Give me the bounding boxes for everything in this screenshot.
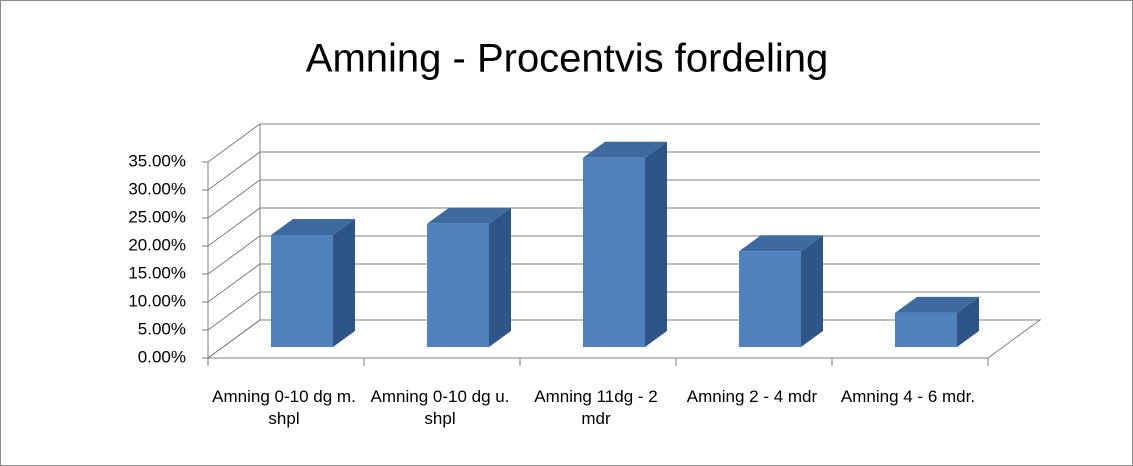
bar-side [645, 141, 667, 347]
y-tick-label: 20.00% [128, 235, 186, 254]
bar [427, 223, 489, 347]
y-tick-label: 35.00% [128, 151, 186, 170]
bar-side [489, 207, 511, 347]
bar-top [271, 219, 355, 235]
y-tick-label: 30.00% [128, 179, 186, 198]
x-tick-label: Amning 4 - 6 mdr. [840, 387, 976, 406]
y-tick-label: 0.00% [138, 347, 186, 366]
bar [895, 312, 957, 347]
y-tick-label: 10.00% [128, 291, 186, 310]
bar-top [583, 141, 667, 158]
x-tick-label: Amning 0-10 dg m. shpl [212, 387, 356, 428]
bar-top [895, 296, 979, 313]
bar [271, 235, 333, 347]
chart-title: Amning - Procentvis fordeling [306, 37, 828, 81]
x-tick-label: Amning 0-10 dg u. shpl [370, 387, 510, 428]
x-tick-label: Amning 2 - 4 mdr [686, 387, 818, 406]
y-tick-label: 5.00% [138, 319, 186, 338]
bar-top [427, 207, 511, 224]
y-tick-label: 15.00% [128, 263, 186, 282]
y-tick-label: 25.00% [128, 207, 186, 226]
bar [583, 157, 645, 347]
bar-side [801, 235, 823, 347]
bar-side [957, 296, 979, 347]
bar-top [739, 235, 823, 252]
bar-side [333, 219, 355, 347]
x-tick-label: Amning 11dg - 2 mdr [534, 387, 658, 428]
bar [739, 251, 801, 347]
